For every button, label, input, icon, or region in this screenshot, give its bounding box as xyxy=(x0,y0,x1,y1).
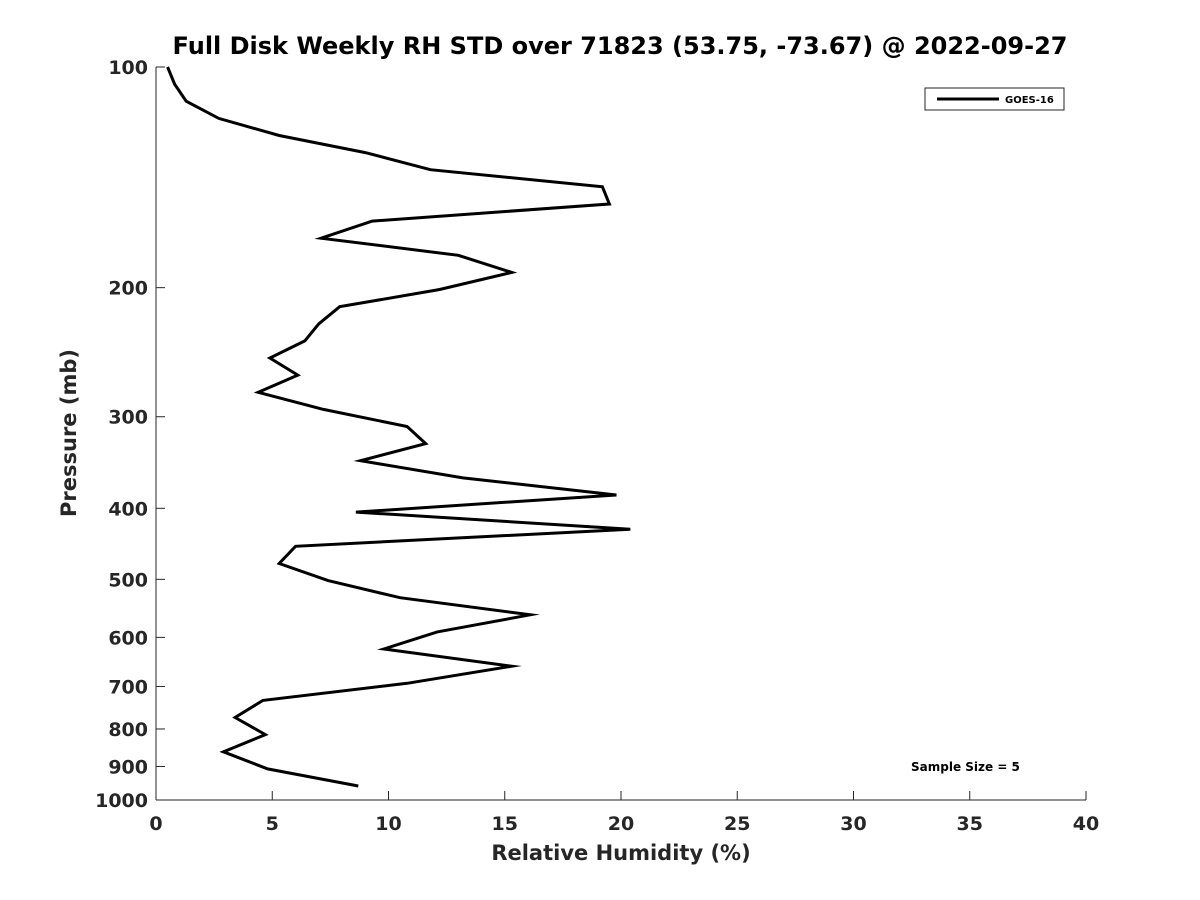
x-tick-label: 10 xyxy=(375,813,401,835)
y-tick-label: 400 xyxy=(108,498,148,520)
y-tick-label: 300 xyxy=(108,407,148,429)
series-layer xyxy=(166,66,631,788)
axes xyxy=(155,67,1086,801)
x-tick-label: 15 xyxy=(492,813,518,835)
sample-size-annotation: Sample Size = 5 xyxy=(911,760,1020,774)
y-tick-label: 500 xyxy=(108,569,148,591)
x-tick-label: 30 xyxy=(840,813,866,835)
x-tick-label: 0 xyxy=(149,813,162,835)
y-ticks: 100 200 300 400 500 600 700 800 900 1000 xyxy=(95,57,165,812)
y-tick-label: 100 xyxy=(108,57,148,79)
x-tick-label: 25 xyxy=(724,813,750,835)
y-tick-label: 900 xyxy=(108,756,148,778)
y-tick-label: 600 xyxy=(108,627,148,649)
legend: GOES-16 xyxy=(924,87,1065,111)
y-tick-label: 200 xyxy=(108,278,148,300)
y-tick-label: 800 xyxy=(108,719,148,741)
x-tick-label: 5 xyxy=(266,813,279,835)
legend-label-goes-16: GOES-16 xyxy=(1005,95,1054,106)
y-axis-label: Pressure (mb) xyxy=(57,349,81,517)
y-tick-label: 1000 xyxy=(95,790,148,812)
x-tick-label: 40 xyxy=(1073,813,1099,835)
y-tick-label: 700 xyxy=(108,676,148,698)
chart-title: Full Disk Weekly RH STD over 71823 (53.7… xyxy=(173,32,1068,60)
x-tick-label: 35 xyxy=(957,813,983,835)
series-line-goes-16 xyxy=(166,66,631,788)
x-axis-label: Relative Humidity (%) xyxy=(491,841,750,865)
x-ticks: 0 5 10 15 20 25 30 35 40 xyxy=(149,791,1099,835)
x-tick-label: 20 xyxy=(608,813,634,835)
